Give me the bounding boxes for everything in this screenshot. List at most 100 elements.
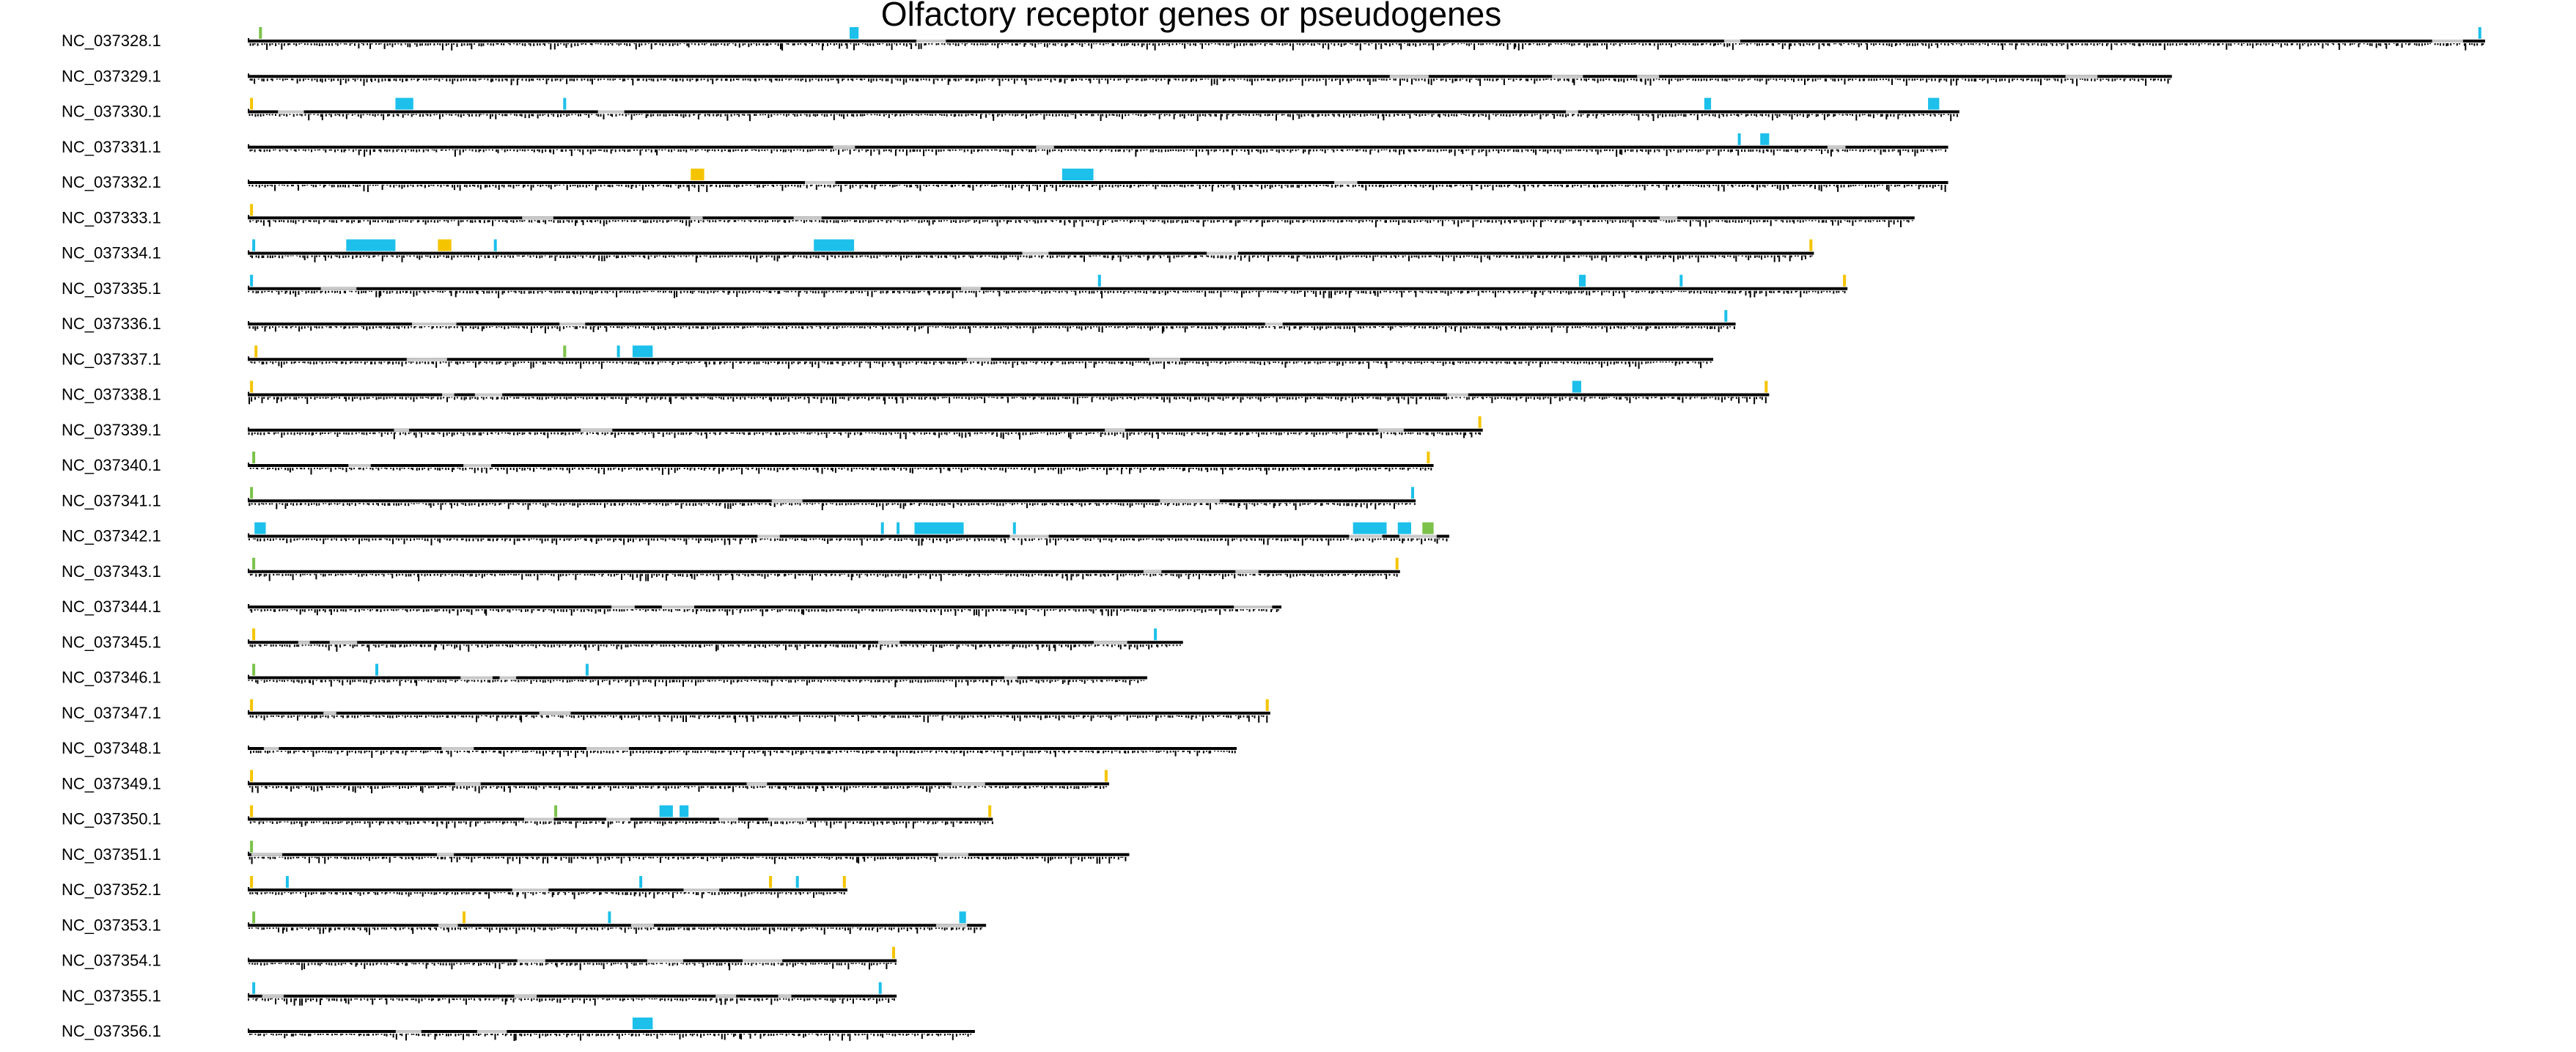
- assembly-gap: [460, 676, 493, 680]
- assembly-gap: [323, 711, 336, 715]
- chromosome-start: [248, 993, 249, 996]
- density-fuzz: [249, 468, 1432, 475]
- gene-mark: [814, 239, 855, 251]
- other-mark: [554, 805, 558, 817]
- assembly-gap: [278, 110, 304, 114]
- chromosome-row: NC_037333.1: [62, 204, 1915, 228]
- chromosome-backbone: [248, 747, 1237, 750]
- density-fuzz: [249, 644, 1181, 652]
- gene-mark: [1061, 169, 1094, 180]
- assembly-gap: [1105, 428, 1125, 432]
- assembly-gap: [966, 358, 992, 361]
- chromosome-start: [248, 604, 249, 607]
- chromosome-row: NC_037330.1: [62, 98, 1959, 122]
- chromosome-label: NC_037332.1: [62, 173, 161, 191]
- chromosome-backbone: [248, 428, 1483, 432]
- gene-mark: [850, 27, 859, 39]
- assembly-gap: [1189, 499, 1220, 503]
- pseudogene-mark: [988, 805, 992, 817]
- chromosome-backbone: [248, 1030, 975, 1033]
- gene-mark: [1578, 274, 1586, 287]
- chromosome-start: [248, 321, 249, 324]
- chromosome-label: NC_037353.1: [62, 916, 161, 934]
- density-fuzz: [249, 609, 1279, 617]
- density-fuzz: [249, 786, 1107, 794]
- gene-mark: [1928, 98, 1940, 110]
- assembly-gap: [442, 393, 455, 397]
- assembly-gap: [262, 994, 284, 998]
- chromosome-start: [248, 427, 249, 430]
- chromosome-row: NC_037331.1: [62, 133, 1948, 157]
- chromosome-start: [248, 639, 249, 643]
- pseudogene-mark: [1809, 239, 1813, 251]
- chromosome-start: [248, 285, 249, 289]
- assembly-gap: [1207, 251, 1238, 255]
- gene-mark: [375, 663, 378, 676]
- assembly-gap: [1334, 181, 1358, 184]
- gene-mark: [617, 345, 620, 358]
- chromosome-backbone: [248, 464, 1434, 467]
- chromosome-label: NC_037340.1: [62, 456, 161, 474]
- chromosome-row: NC_037329.1: [62, 67, 2172, 87]
- other-mark: [252, 911, 256, 924]
- density-fuzz: [248, 290, 1846, 298]
- assembly-gap: [1160, 499, 1197, 503]
- assembly-gap: [715, 994, 737, 998]
- assembly-gap: [1660, 216, 1678, 220]
- assembly-gap: [833, 145, 855, 149]
- chromosome-label: NC_037345.1: [62, 633, 161, 651]
- gene-mark: [252, 239, 256, 251]
- chromosome-row: NC_037332.1: [62, 169, 1948, 192]
- assembly-gap: [438, 924, 458, 927]
- chromosome-start: [248, 710, 249, 713]
- density-fuzz: [249, 1034, 972, 1041]
- chromosome-start: [248, 356, 249, 360]
- gene-mark: [252, 982, 256, 994]
- chromosome-label: NC_037334.1: [62, 244, 161, 262]
- gene-mark: [1154, 628, 1158, 641]
- chromosome-backbone: [248, 181, 1948, 184]
- chromosome-start: [248, 38, 249, 41]
- assembly-gap: [606, 817, 630, 821]
- chromosome-row: NC_037335.1: [62, 274, 1848, 298]
- pseudogene-mark: [252, 628, 256, 641]
- chromosome-label: NC_037338.1: [62, 386, 161, 404]
- assembly-gap: [1022, 251, 1049, 255]
- assembly-gap: [683, 889, 720, 891]
- gene-mark: [1012, 522, 1016, 534]
- chromosome-label: NC_037339.1: [62, 421, 161, 439]
- pseudogene-mark: [250, 770, 254, 782]
- assembly-gap: [804, 181, 836, 184]
- gene-mark: [632, 1018, 653, 1029]
- assembly-gap: [757, 534, 780, 538]
- chromosome-row: NC_037334.1: [62, 239, 1814, 263]
- other-mark: [252, 663, 256, 676]
- assembly-gap: [522, 216, 553, 220]
- density-fuzz: [249, 43, 2484, 51]
- density-fuzz: [249, 361, 1712, 369]
- chromosome-label: NC_037349.1: [62, 774, 161, 792]
- chromosome-label: NC_037330.1: [62, 103, 161, 121]
- assembly-gap: [1552, 75, 1583, 78]
- chromosome-backbone: [248, 924, 987, 927]
- chromosome-label: NC_037346.1: [62, 669, 161, 687]
- chromosome-row: NC_037342.1: [62, 522, 1449, 546]
- assembly-gap: [1377, 428, 1404, 432]
- density-fuzz: [248, 680, 1145, 688]
- assembly-gap: [793, 216, 822, 220]
- density-fuzz: [249, 255, 1813, 263]
- assembly-gap: [1446, 393, 1468, 397]
- gene-mark: [563, 98, 567, 110]
- chromosome-start: [248, 463, 249, 466]
- chromosome-start: [248, 887, 249, 890]
- chromosome-start: [248, 957, 249, 961]
- other-mark: [252, 452, 256, 463]
- chromosome-label: NC_037347.1: [62, 704, 161, 722]
- assembly-gap: [1637, 75, 1660, 78]
- assembly-gap: [778, 994, 792, 998]
- assembly-gap: [916, 40, 946, 43]
- assembly-gap: [938, 853, 969, 856]
- assembly-gap: [251, 853, 283, 856]
- chromosome-row: NC_037352.1: [62, 876, 847, 900]
- assembly-gap: [420, 323, 457, 325]
